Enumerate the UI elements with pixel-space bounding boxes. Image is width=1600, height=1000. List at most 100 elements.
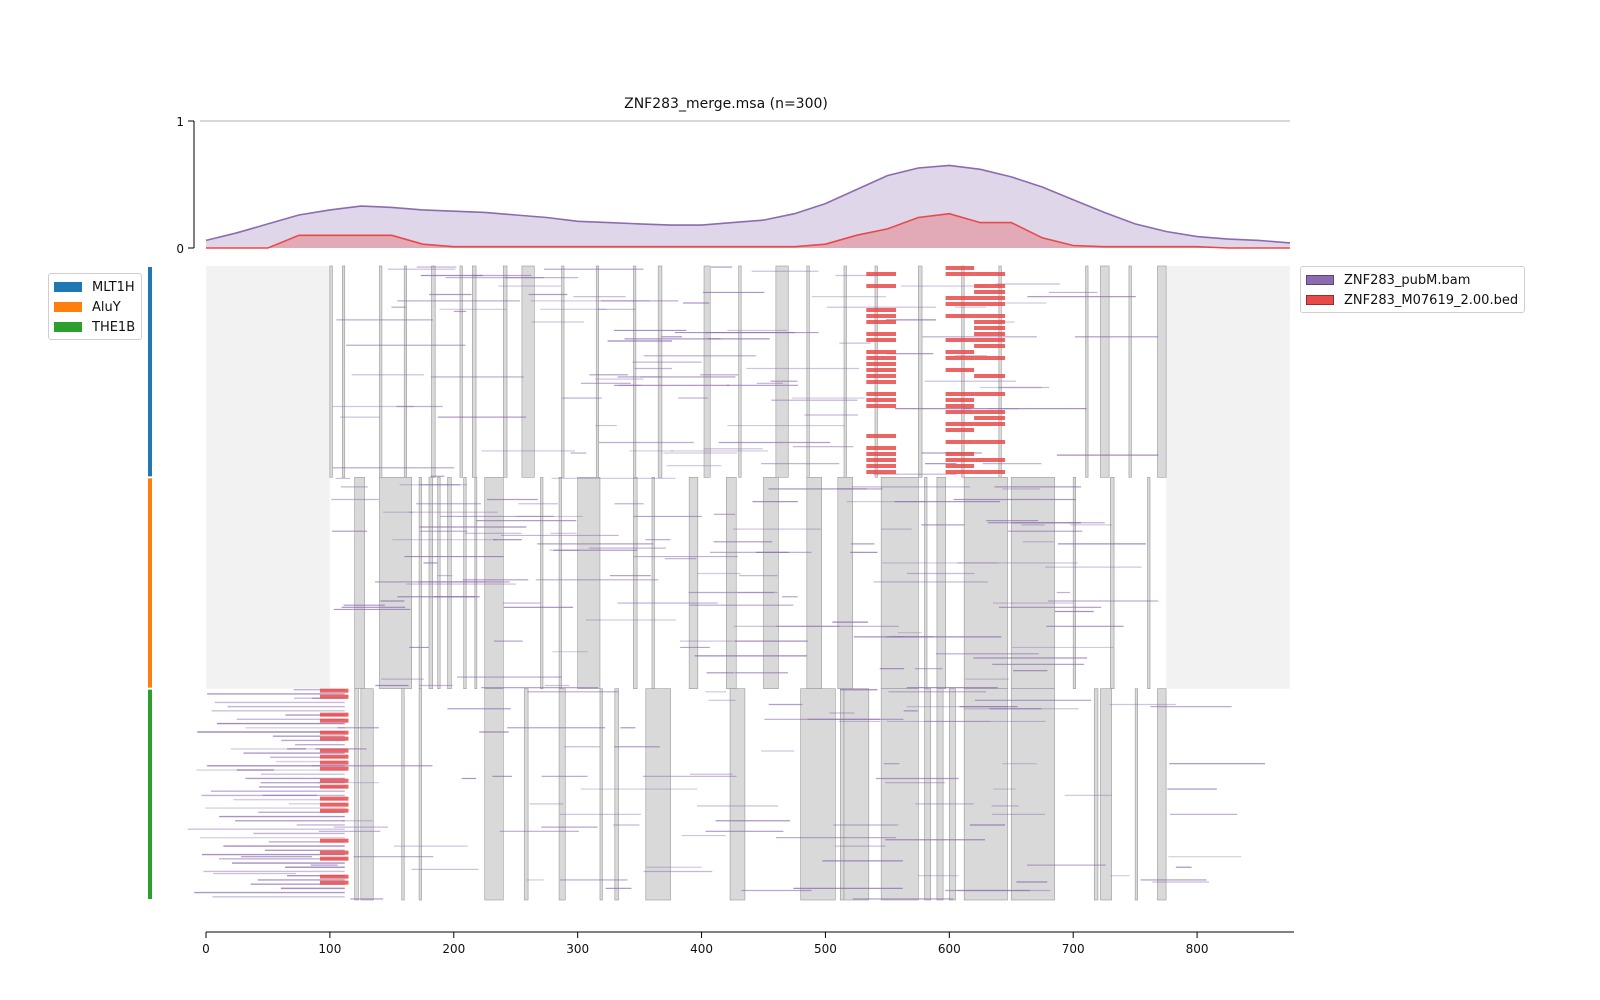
x-ticks: 0 100 200 300 400 500 600 700 800 <box>202 932 1209 956</box>
gap-column <box>843 688 870 901</box>
hotspot-block <box>866 356 897 360</box>
hotspot-block <box>866 404 897 408</box>
hotspot-block <box>945 428 975 432</box>
gap-column <box>379 477 412 689</box>
profile-line-1 <box>206 212 1290 249</box>
hotspot-block <box>866 452 897 456</box>
hotspot-block <box>866 338 897 342</box>
gap-column <box>1128 265 1132 478</box>
gap-column <box>729 688 746 901</box>
x-tick-label: 200 <box>442 942 465 956</box>
hotspot-block <box>319 880 349 885</box>
gap-column <box>561 265 565 478</box>
hotspot-block <box>945 266 975 270</box>
gap-column <box>484 477 504 689</box>
gap-column <box>633 477 638 689</box>
gap-column <box>1085 265 1089 478</box>
hotspot-blocks <box>319 266 1006 885</box>
gap-column <box>463 477 467 689</box>
hotspot-block <box>319 718 349 723</box>
group-label: MLT1H <box>92 279 135 295</box>
gap-column <box>577 477 601 689</box>
gap-column <box>447 477 452 689</box>
sequence-regions <box>206 266 1290 900</box>
gap-column <box>459 265 463 478</box>
hotspot-block <box>974 374 1006 378</box>
gap-column <box>806 265 810 478</box>
group-label: THE1B <box>92 319 136 335</box>
gap-column <box>558 688 566 901</box>
group-color-bars <box>148 267 152 899</box>
hotspot-block <box>866 308 897 312</box>
hotspot-block <box>319 736 349 741</box>
hotspot-block <box>945 356 975 360</box>
gap-column <box>599 688 603 901</box>
hotspot-block <box>866 464 897 468</box>
gap-column <box>360 688 374 901</box>
gap-column <box>1010 477 1055 689</box>
profile-panel: 01 <box>176 115 1291 256</box>
hotspot-block <box>866 470 897 474</box>
gap-column <box>354 688 359 901</box>
gap-column <box>418 477 422 689</box>
gap-column <box>1100 265 1110 478</box>
gap-column <box>1157 265 1167 478</box>
gap-column <box>726 477 737 689</box>
profile-y-tick-label: 1 <box>176 115 184 129</box>
group-bar-mlt1h <box>148 267 152 477</box>
hotspot-block <box>945 398 975 402</box>
hotspot-block <box>945 392 975 396</box>
gap-column <box>645 688 671 901</box>
hotspot-block <box>974 290 1006 294</box>
gap-column <box>738 265 742 478</box>
gap-column <box>918 265 923 478</box>
hotspot-block <box>974 410 1006 414</box>
hotspot-block <box>319 784 349 789</box>
group-bar-the1b <box>148 689 152 899</box>
profile-y-tick-label: 0 <box>176 242 184 256</box>
group-swatch-mlt1h <box>54 282 82 292</box>
x-tick-label: 700 <box>1062 942 1085 956</box>
hotspot-block <box>945 440 975 444</box>
hotspot-block <box>974 284 1006 288</box>
gap-column <box>936 688 944 901</box>
group-swatch-aluy <box>54 302 82 312</box>
hotspot-block <box>974 296 1006 300</box>
hotspot-block <box>319 838 349 843</box>
hotspot-block <box>945 302 975 306</box>
gap-column <box>428 477 434 689</box>
gap-column <box>703 265 711 478</box>
hotspot-block <box>974 326 1006 330</box>
hotspot-block <box>974 344 1006 348</box>
hotspot-block <box>319 766 349 771</box>
x-tick-label: 400 <box>690 942 713 956</box>
hotspot-block <box>974 470 1006 474</box>
gap-column <box>558 477 562 689</box>
gap-column <box>800 688 836 901</box>
gap-column <box>949 688 956 901</box>
hotspot-block <box>945 296 975 300</box>
hotspot-block <box>319 778 349 783</box>
hotspot-block <box>974 440 1006 444</box>
hotspot-block <box>319 694 349 699</box>
hotspot-block <box>319 754 349 759</box>
gap-column <box>329 265 333 478</box>
hotspot-block <box>974 356 1006 360</box>
x-tick-label: 300 <box>566 942 589 956</box>
gap-column <box>839 688 845 901</box>
msa-heatmap <box>187 265 1290 901</box>
group-legend-item: THE1B <box>54 317 135 337</box>
gap-column <box>1147 477 1151 689</box>
hotspot-block <box>974 272 1006 276</box>
hotspot-block <box>974 416 1006 420</box>
gap-column <box>651 477 655 689</box>
hotspot-block <box>319 808 349 813</box>
gap-column <box>1100 688 1112 901</box>
gap-column <box>503 265 508 478</box>
hotspot-block <box>866 398 897 402</box>
hotspot-block <box>866 458 897 462</box>
hotspot-block <box>866 320 897 324</box>
gap-column <box>775 265 789 478</box>
series-legend: ZNF283_pubM.bam ZNF283_M07619_2.00.bed <box>1300 266 1526 313</box>
gap-column <box>379 265 383 478</box>
